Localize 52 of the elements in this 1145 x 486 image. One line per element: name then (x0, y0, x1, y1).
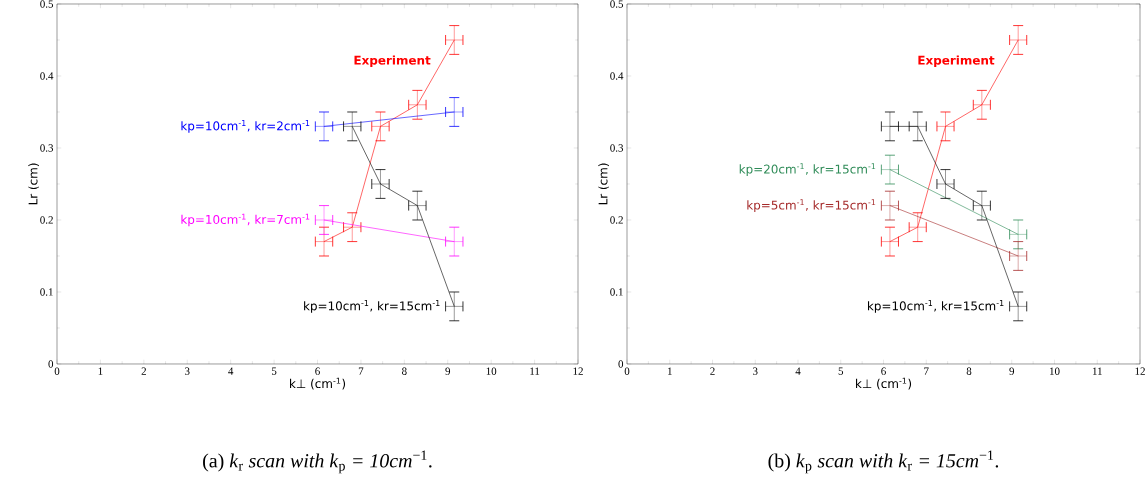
x-tick-label: 5 (272, 367, 277, 375)
x-tick-label: 8 (966, 367, 972, 375)
series-label: kp=10cm$^{-1}$, kr=2cm$^{-1}$ (181, 120, 310, 133)
x-tick-label: 12 (573, 367, 583, 375)
x-tick-label: 11 (530, 367, 540, 375)
x-tick-label: 3 (185, 367, 190, 375)
y-tick-label: 0 (618, 360, 624, 368)
x-tick-label: 5 (838, 367, 844, 375)
series-label: kp=10cm$^{-1}$, kr=7cm$^{-1}$ (181, 213, 310, 227)
y-tick-label: 0.5 (610, 0, 624, 8)
x-tick-label: 6 (881, 367, 886, 375)
text: (b) k$_{p}$ scan with k$_{r}$ = 15cm$^{−1}$. (768, 450, 999, 474)
y-tick-label: 0.1 (610, 288, 623, 296)
y-tick-label: 0.2 (610, 216, 623, 224)
x-tick-label: 1 (667, 367, 672, 375)
x-tick-label: 1 (98, 367, 103, 375)
y-tick-label: 0.1 (40, 288, 53, 296)
y-tick-label: 0.2 (40, 216, 53, 224)
series-label: kp=10cm$^{-1}$, kr=15cm$^{-1}$ (304, 300, 440, 313)
y-axis-title: Lr (cm) (28, 163, 39, 205)
text: (a) k$_{r}$ scan with k$_{p}$ = 10cm$^{−1}$. (203, 450, 432, 474)
x-tick-label: 0 (624, 367, 630, 375)
x-tick-label: 7 (358, 367, 364, 375)
x-tick-label: 9 (1009, 367, 1015, 375)
y-tick-label: 0.4 (40, 72, 54, 80)
x-tick-label: 7 (924, 367, 929, 375)
y-tick-label: 0.5 (40, 0, 54, 8)
x-tick-label: 0 (54, 367, 60, 375)
x-tick-label: 10 (1050, 367, 1060, 375)
series-label: Experiment (354, 55, 431, 68)
x-tick-label: 10 (486, 367, 497, 375)
y-axis-title: Lr (cm) (598, 163, 609, 205)
x-tick-label: 12 (1135, 367, 1145, 375)
x-tick-label: 6 (315, 367, 320, 375)
y-tick-label: 0.4 (610, 72, 624, 80)
y-tick-label: 0 (48, 360, 54, 368)
x-axis-title: k⊥ (cm$^{-1}$) (856, 377, 912, 390)
series-label: Experiment (918, 55, 995, 68)
y-tick-label: 0.3 (610, 144, 624, 152)
x-tick-label: 2 (141, 367, 146, 375)
x-tick-label: 4 (795, 367, 801, 375)
series-label: kp=20cm$^{-1}$, kr=15cm$^{-1}$ (739, 163, 876, 176)
series-label: kp=10cm$^{-1}$, kr=15cm$^{-1}$ (868, 300, 1004, 313)
series-label: kp=5cm$^{-1}$, kr=15cm$^{-1}$ (747, 199, 876, 212)
x-tick-label: 3 (753, 367, 758, 375)
x-tick-label: 8 (402, 367, 407, 375)
x-axis-title: k⊥ (cm$^{-1}$) (290, 377, 346, 390)
x-tick-label: 4 (228, 367, 234, 375)
x-tick-label: 11 (1092, 367, 1102, 375)
y-tick-label: 0.3 (40, 144, 54, 152)
x-tick-label: 9 (445, 367, 451, 375)
x-tick-label: 2 (710, 367, 715, 375)
